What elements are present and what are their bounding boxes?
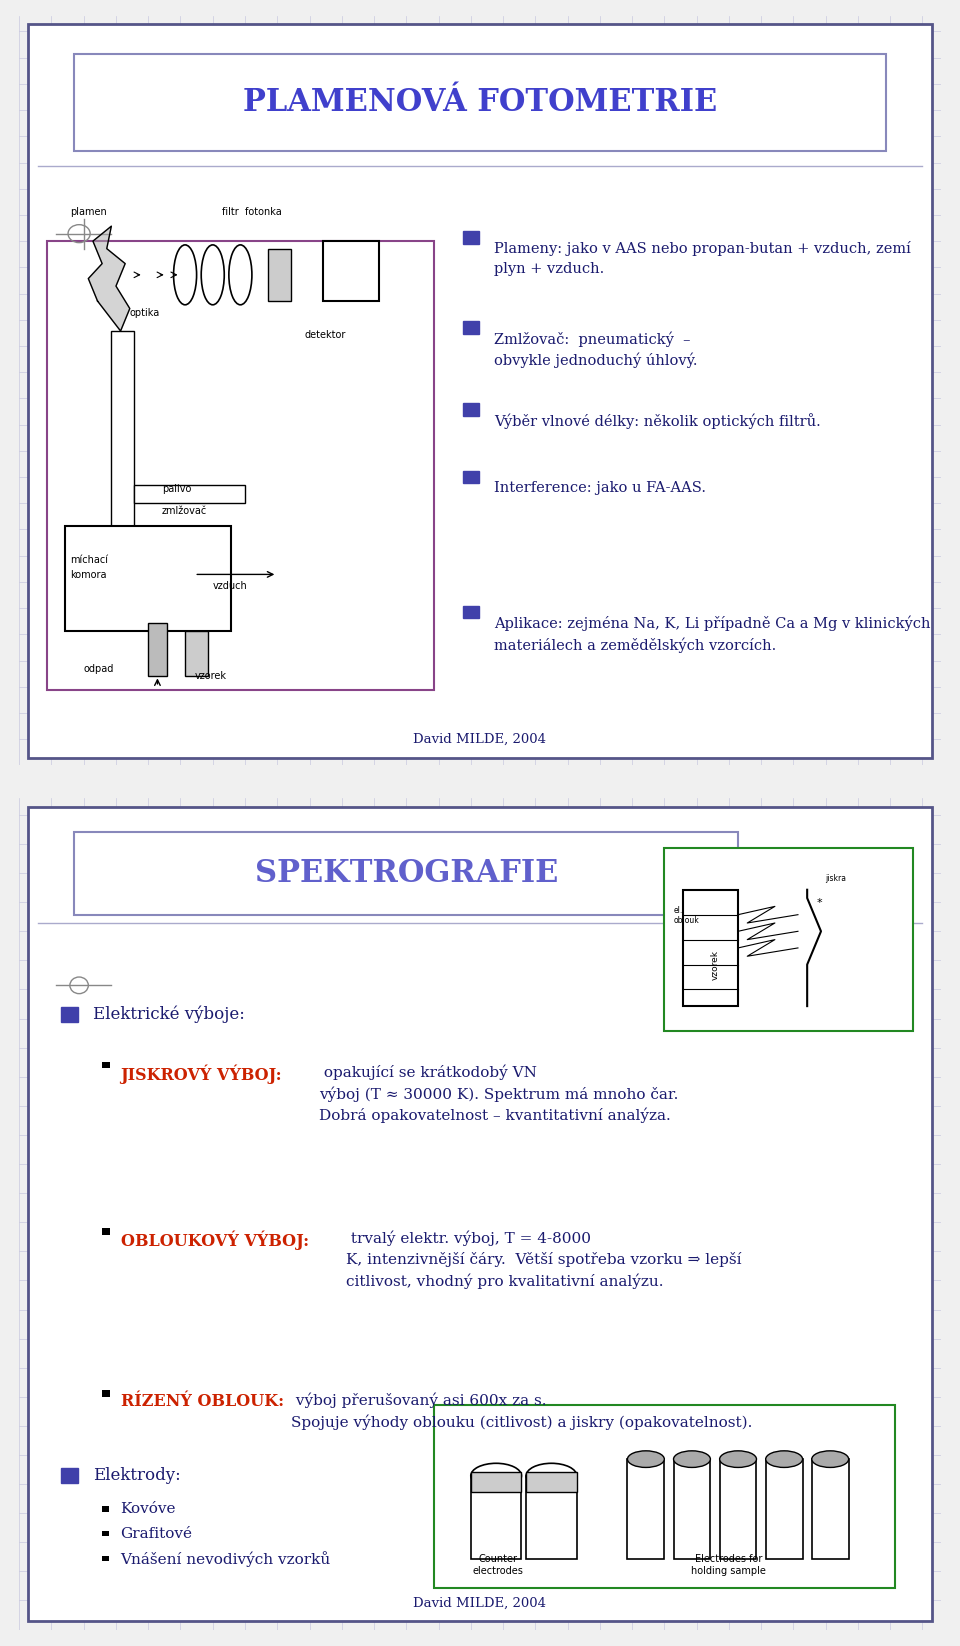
Text: RÍZENÝ OBLOUK:: RÍZENÝ OBLOUK:	[121, 1393, 284, 1409]
Text: David MILDE, 2004: David MILDE, 2004	[414, 1597, 546, 1610]
Text: David MILDE, 2004: David MILDE, 2004	[414, 732, 546, 746]
Bar	[324, 242, 378, 301]
FancyBboxPatch shape	[75, 54, 885, 151]
Ellipse shape	[720, 1450, 756, 1468]
Ellipse shape	[766, 1450, 803, 1468]
Text: JISKROVÝ VÝBOJ:: JISKROVÝ VÝBOJ:	[121, 1065, 282, 1083]
Bar	[766, 1458, 803, 1559]
FancyBboxPatch shape	[47, 242, 434, 691]
Ellipse shape	[470, 1463, 521, 1488]
Bar	[526, 1476, 577, 1559]
Text: Elektrické výboje:: Elektrické výboje:	[93, 1006, 245, 1024]
Text: Aplikace: zejména Na, K, Li případně Ca a Mg v klinických
materiálech a zeměděls: Aplikace: zejména Na, K, Li případně Ca …	[493, 616, 930, 653]
FancyBboxPatch shape	[29, 25, 931, 757]
Text: Zmlžovač:  pneumatický  –
obvykle jednoduchý úhlový.: Zmlžovač: pneumatický – obvykle jednoduc…	[493, 331, 697, 369]
Bar	[65, 525, 231, 630]
Text: Vnášení nevodivých vzorků: Vnášení nevodivých vzorků	[121, 1551, 331, 1567]
Text: palivo: palivo	[162, 484, 191, 494]
Bar	[102, 1506, 108, 1511]
Bar	[111, 331, 134, 540]
Text: trvalý elektr. výboj, T = 4-8000
K, intenzivnější čáry.  Větší spotřeba vzorku ⇒: trvalý elektr. výboj, T = 4-8000 K, inte…	[347, 1231, 742, 1289]
FancyBboxPatch shape	[664, 848, 913, 1030]
Bar	[628, 1458, 664, 1559]
Polygon shape	[88, 226, 130, 331]
Text: el.
oblouk: el. oblouk	[674, 905, 699, 925]
Text: detektor: detektor	[305, 331, 347, 341]
Text: *: *	[816, 899, 822, 909]
Text: opakující se krátkodobý VN
výboj (T ≈ 30000 K). Spektrum má mnoho čar.
Dobrá opa: opakující se krátkodobý VN výboj (T ≈ 30…	[319, 1065, 678, 1123]
Bar	[674, 1458, 710, 1559]
Bar	[185, 630, 208, 675]
Text: odpad: odpad	[84, 663, 114, 673]
Ellipse shape	[628, 1450, 664, 1468]
Bar	[148, 624, 167, 675]
Text: Grafitové: Grafitové	[121, 1527, 193, 1541]
Text: jiskra: jiskra	[826, 874, 847, 884]
Bar	[526, 1472, 577, 1493]
Text: plamen: plamen	[70, 207, 107, 217]
FancyBboxPatch shape	[29, 807, 931, 1621]
Ellipse shape	[812, 1450, 849, 1468]
Text: Counter
electrodes: Counter electrodes	[473, 1554, 524, 1575]
Text: optika: optika	[130, 308, 160, 318]
Bar	[683, 890, 738, 1006]
Text: Kovóve: Kovóve	[121, 1503, 176, 1516]
Text: vzduch: vzduch	[213, 581, 248, 591]
Bar	[102, 1228, 109, 1234]
FancyBboxPatch shape	[434, 1406, 895, 1588]
Bar	[102, 1555, 108, 1562]
Bar	[470, 1472, 521, 1493]
Bar	[470, 1476, 521, 1559]
Text: komora: komora	[70, 570, 107, 579]
Text: Elektrody:: Elektrody:	[93, 1467, 180, 1485]
Text: zmlžovač: zmlžovač	[162, 507, 207, 517]
Text: výboj přerušovaný asi 600x za s.
Spojuje výhody oblouku (citlivost) a jiskry (op: výboj přerušovaný asi 600x za s. Spojuje…	[291, 1393, 753, 1430]
Text: Výběr vlnové délky: několik optických filtrů.: Výběr vlnové délky: několik optických fi…	[493, 413, 821, 430]
Bar	[812, 1458, 849, 1559]
Text: Plameny: jako v AAS nebo propan-butan + vzduch, zemí
plyn + vzduch.: Plameny: jako v AAS nebo propan-butan + …	[493, 242, 911, 275]
Text: Interference: jako u FA-AAS.: Interference: jako u FA-AAS.	[493, 481, 706, 495]
Bar	[102, 1391, 109, 1397]
Bar	[134, 484, 245, 504]
Text: filtr  fotonka: filtr fotonka	[222, 207, 281, 217]
Text: SPEKTROGRAFIE: SPEKTROGRAFIE	[254, 858, 558, 889]
Text: OBLOUKOVÝ VÝBOJ:: OBLOUKOVÝ VÝBOJ:	[121, 1231, 309, 1249]
FancyBboxPatch shape	[75, 831, 738, 915]
Bar	[102, 1531, 108, 1536]
Text: vzorek: vzorek	[194, 672, 227, 681]
Bar	[102, 1062, 109, 1068]
Ellipse shape	[526, 1463, 577, 1488]
Text: PLAMENOVÁ FOTOMETRIE: PLAMENOVÁ FOTOMETRIE	[243, 87, 717, 119]
Text: Electrodes for
holding sample: Electrodes for holding sample	[691, 1554, 766, 1575]
Ellipse shape	[674, 1450, 710, 1468]
Text: vzorek: vzorek	[710, 950, 719, 979]
Bar	[268, 249, 291, 301]
Text: míchací: míchací	[70, 555, 108, 565]
Bar	[720, 1458, 756, 1559]
